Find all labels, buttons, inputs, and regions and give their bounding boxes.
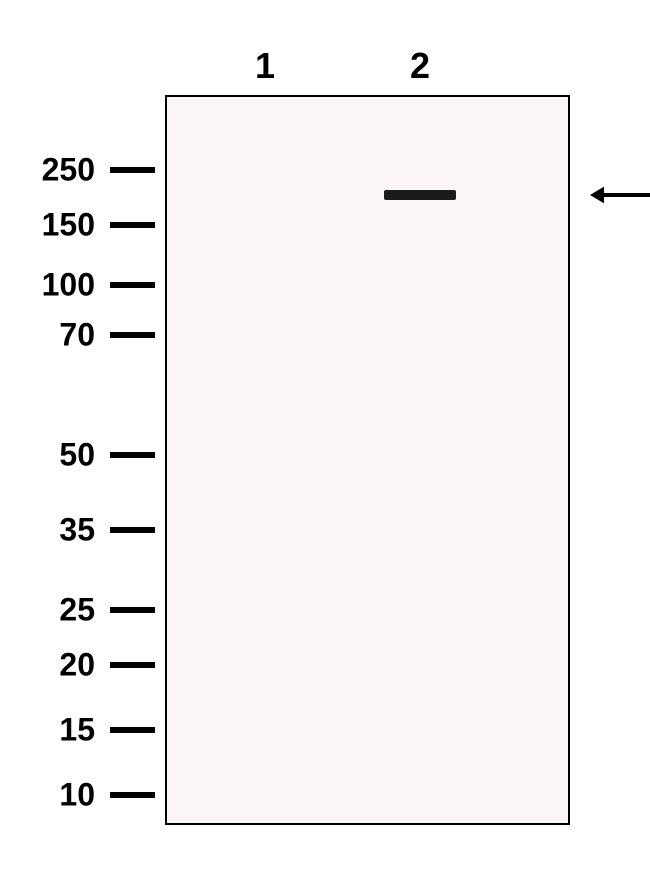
- mw-label-100: 100: [15, 267, 95, 304]
- mw-label-70: 70: [15, 317, 95, 354]
- mw-label-50: 50: [15, 437, 95, 474]
- mw-tick-50: [110, 452, 155, 458]
- mw-label-150: 150: [15, 207, 95, 244]
- mw-label-35: 35: [15, 512, 95, 549]
- mw-tick-20: [110, 662, 155, 668]
- mw-tick-70: [110, 332, 155, 338]
- mw-tick-10: [110, 792, 155, 798]
- mw-tick-25: [110, 607, 155, 613]
- blot-figure: 1 2 250 150 100 70 50 35 25 20 15 10: [0, 0, 650, 870]
- mw-label-15: 15: [15, 712, 95, 749]
- indicator-arrow-icon: [590, 179, 650, 211]
- band-lane2: [384, 190, 456, 200]
- mw-label-10: 10: [15, 777, 95, 814]
- blot-membrane: [165, 95, 570, 825]
- mw-tick-100: [110, 282, 155, 288]
- mw-label-20: 20: [15, 647, 95, 684]
- mw-tick-15: [110, 727, 155, 733]
- mw-tick-250: [110, 167, 155, 173]
- lane-label-1: 1: [255, 45, 275, 87]
- lane-label-2: 2: [410, 45, 430, 87]
- mw-tick-35: [110, 527, 155, 533]
- mw-label-250: 250: [15, 152, 95, 189]
- mw-label-25: 25: [15, 592, 95, 629]
- mw-tick-150: [110, 222, 155, 228]
